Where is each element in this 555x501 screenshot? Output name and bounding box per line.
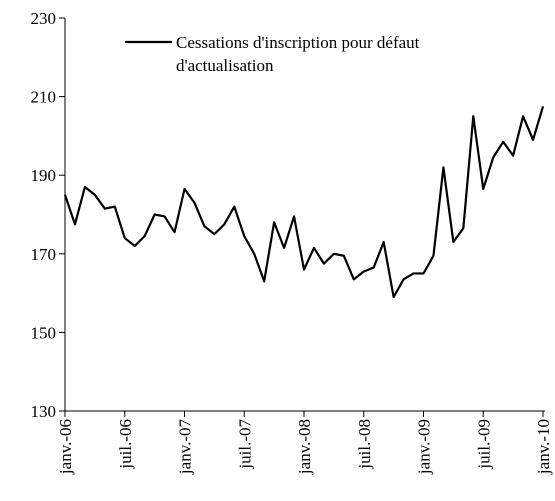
x-tick-label: janv.-09 xyxy=(415,419,434,475)
y-tick-label: 150 xyxy=(31,323,57,342)
x-tick-label: juil.-07 xyxy=(235,419,254,470)
x-tick-label: janv.-06 xyxy=(56,419,75,475)
x-tick-label: janv.-08 xyxy=(295,419,314,475)
y-tick-label: 130 xyxy=(31,402,57,421)
data-line xyxy=(63,106,545,299)
legend-label: Cessations d'inscription pour défaut d'a… xyxy=(176,33,420,75)
x-tick-label: juil.-09 xyxy=(474,419,493,470)
y-tick-label: 190 xyxy=(31,166,57,185)
x-tick-label: janv.-10 xyxy=(534,419,553,475)
y-tick-label: 170 xyxy=(31,245,57,264)
x-tick-label: janv.-07 xyxy=(176,419,195,476)
y-tick-label: 210 xyxy=(31,88,57,107)
y-tick-label: 230 xyxy=(31,9,57,28)
x-tick-label: juil.-06 xyxy=(116,419,135,470)
x-tick-label: juil.-08 xyxy=(355,419,374,470)
